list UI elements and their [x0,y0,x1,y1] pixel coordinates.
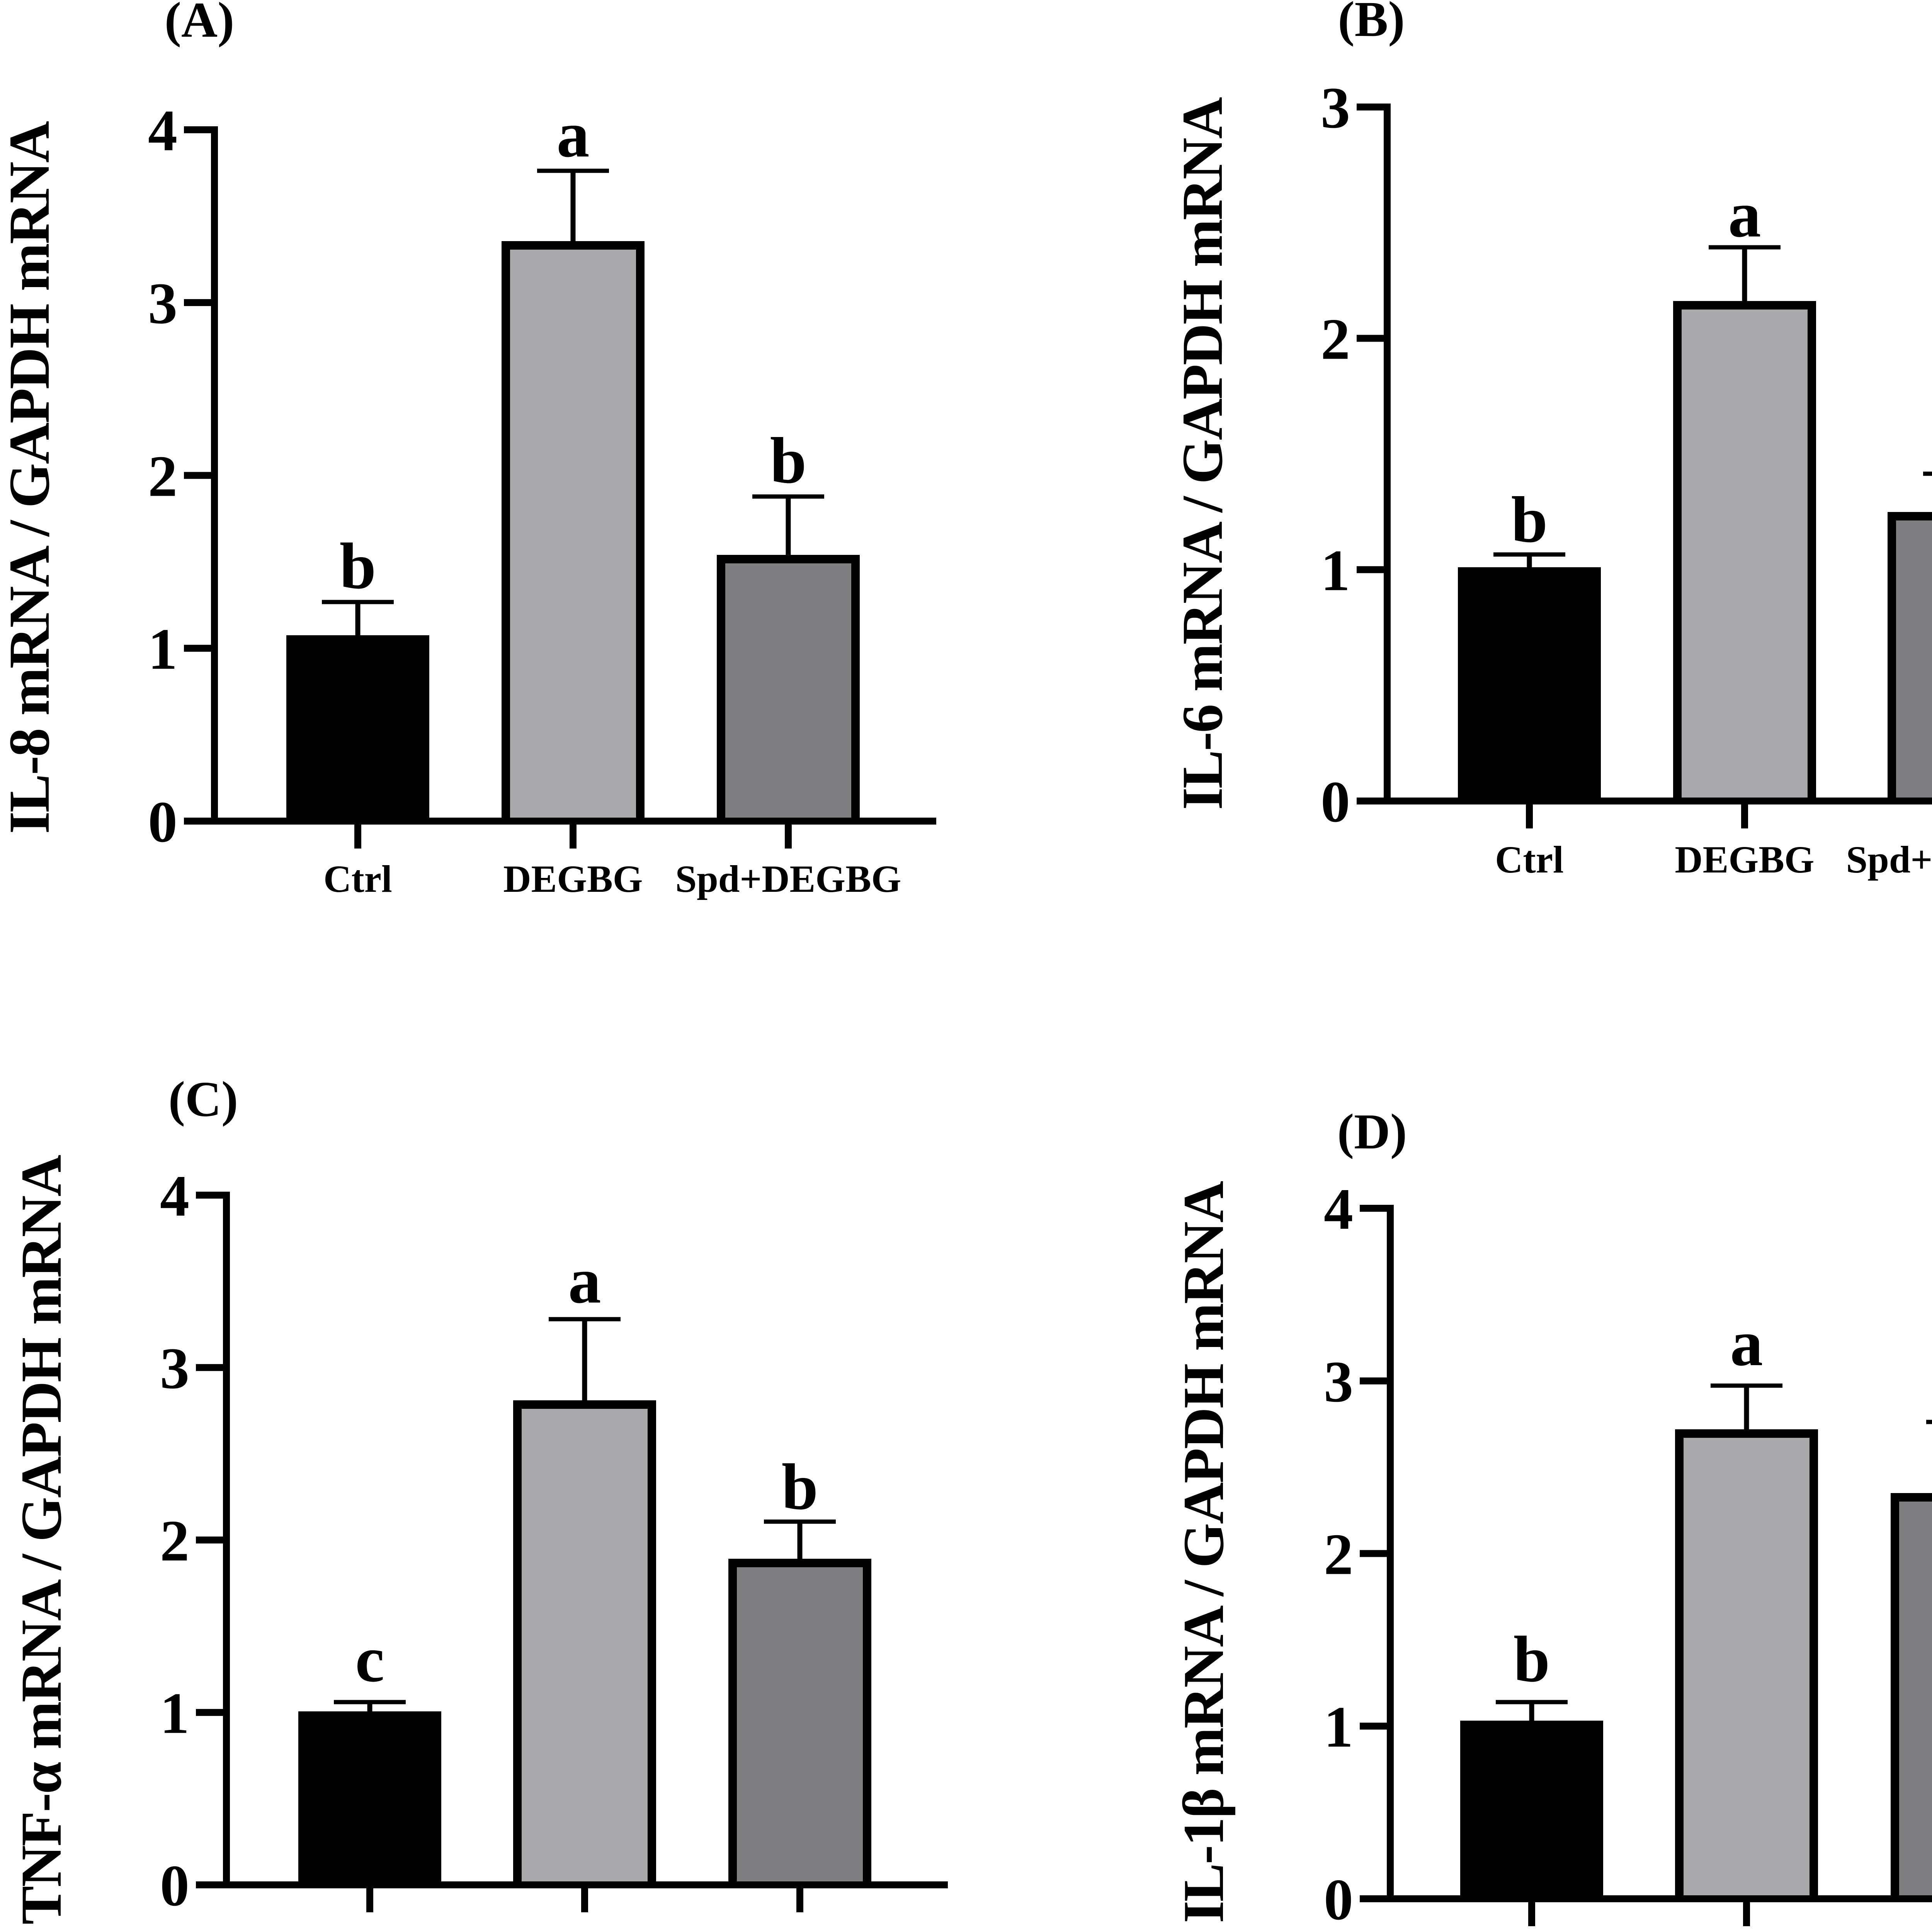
svg-text:0: 0 [148,789,177,854]
svg-text:b: b [770,424,807,497]
svg-text:TNF-α mRNA / GAPDH mRNA: TNF-α mRNA / GAPDH mRNA [9,1155,73,1925]
svg-text:a: a [1730,1307,1763,1379]
svg-text:DEGBG: DEGBG [503,857,643,900]
svg-text:4: 4 [160,1163,189,1228]
svg-text:Ctrl: Ctrl [335,1925,404,1932]
svg-text:(A): (A) [165,0,234,48]
svg-text:1: 1 [1324,1694,1353,1759]
svg-text:IL-1β mRNA / GAPDH mRNA: IL-1β mRNA / GAPDH mRNA [1172,1181,1236,1923]
svg-text:(C): (C) [168,1071,238,1127]
svg-text:2: 2 [1324,1522,1353,1587]
svg-text:1: 1 [160,1681,189,1746]
svg-text:DEGBG: DEGBG [515,1925,654,1932]
svg-text:4: 4 [1324,1177,1353,1242]
svg-text:c: c [355,1623,384,1696]
svg-text:Ctrl: Ctrl [323,857,392,900]
svg-text:0: 0 [160,1853,189,1918]
svg-text:2: 2 [160,1509,189,1573]
svg-text:2: 2 [148,444,177,509]
svg-text:b: b [1511,483,1548,556]
svg-text:(D): (D) [1337,1104,1407,1160]
svg-text:0: 0 [1321,769,1350,834]
svg-text:Spd+DEGBG: Spd+DEGBG [1846,838,1932,881]
svg-text:a: a [1728,178,1761,251]
svg-text:a: a [568,1244,601,1317]
svg-text:b: b [340,530,376,602]
svg-text:3: 3 [1324,1349,1353,1414]
svg-text:3: 3 [160,1336,189,1401]
svg-text:b: b [1514,1623,1550,1696]
svg-text:0: 0 [1324,1867,1353,1932]
svg-text:3: 3 [148,271,177,336]
svg-text:Spd+DEGBG: Spd+DEGBG [687,1925,913,1932]
svg-text:IL-8 mRNA / GAPDH mRNA: IL-8 mRNA / GAPDH mRNA [0,121,61,834]
svg-text:a: a [557,98,590,171]
svg-text:Spd+DEGBG: Spd+DEGBG [675,857,901,900]
svg-text:4: 4 [148,98,177,163]
svg-text:b: b [782,1451,818,1523]
svg-text:IL-6 mRNA / GAPDH mRNA: IL-6 mRNA / GAPDH mRNA [1170,97,1235,810]
svg-text:DEGBG: DEGBG [1675,838,1814,881]
svg-text:Ctrl: Ctrl [1495,838,1564,881]
svg-text:(B): (B) [1338,0,1405,47]
svg-text:1: 1 [1321,538,1350,603]
svg-text:1: 1 [148,617,177,682]
svg-text:3: 3 [1321,75,1350,140]
svg-text:2: 2 [1321,307,1350,372]
